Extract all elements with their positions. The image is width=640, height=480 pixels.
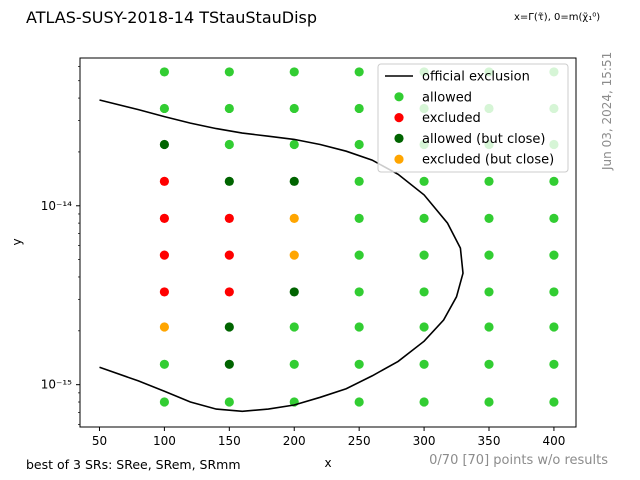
- point-allowed: [289, 322, 299, 332]
- x-tick-label: 400: [542, 434, 565, 448]
- point-allowed-close: [159, 139, 169, 150]
- point-allowed-close: [289, 287, 299, 297]
- legend-box: [377, 63, 569, 173]
- point-allowed: [289, 67, 299, 77]
- legend-label: allowed: [422, 90, 472, 105]
- point-excluded: [224, 250, 234, 260]
- point-excluded: [159, 176, 169, 186]
- point-allowed: [354, 139, 364, 150]
- point-allowed-close: [224, 176, 234, 186]
- point-allowed: [224, 103, 234, 114]
- legend-label: excluded (but close): [422, 153, 554, 168]
- point-allowed: [224, 139, 234, 150]
- point-allowed: [289, 139, 299, 150]
- point-allowed: [549, 250, 559, 260]
- chart-subtitle: x=Γ(τ̃), 0=m(χ̃₁⁰): [514, 12, 601, 23]
- point-allowed: [549, 322, 559, 332]
- point-allowed: [354, 250, 364, 260]
- x-tick-label: 200: [283, 434, 306, 448]
- point-allowed: [549, 397, 559, 407]
- point-allowed: [549, 213, 559, 224]
- point-allowed: [354, 67, 364, 77]
- legend-dot-marker: [394, 113, 404, 123]
- point-allowed: [354, 103, 364, 114]
- point-allowed-close: [224, 322, 234, 332]
- legend-dot-marker: [394, 133, 404, 143]
- point-allowed: [289, 359, 299, 369]
- point-allowed-close: [289, 176, 299, 186]
- point-allowed: [549, 176, 559, 186]
- point-allowed: [289, 103, 299, 114]
- point-allowed: [159, 67, 169, 77]
- point-allowed: [354, 213, 364, 224]
- point-excluded: [224, 213, 234, 224]
- point-allowed: [419, 359, 429, 369]
- point-allowed: [549, 359, 559, 369]
- y-axis-label: y: [10, 238, 24, 245]
- y-tick-label: 10⁻¹⁴: [41, 199, 72, 213]
- legend-label: excluded: [422, 111, 481, 126]
- legend-dot-marker: [394, 92, 404, 102]
- x-axis-label: x: [324, 456, 331, 470]
- legend-label: allowed (but close): [422, 132, 546, 147]
- point-allowed: [159, 103, 169, 114]
- point-excluded: [224, 287, 234, 297]
- point-allowed: [159, 397, 169, 407]
- legend: official exclusion allowed excluded allowed…: [377, 63, 569, 173]
- legend-dot-marker: [394, 154, 404, 164]
- y-axis: 10⁻¹⁵ 10⁻¹⁴: [41, 66, 80, 425]
- plot-area: [79, 57, 577, 428]
- y-tick-label: 10⁻¹⁵: [41, 378, 72, 392]
- point-allowed: [354, 359, 364, 369]
- point-allowed: [484, 322, 494, 332]
- point-allowed: [419, 213, 429, 224]
- x-tick-label: 250: [348, 434, 371, 448]
- point-allowed: [224, 67, 234, 77]
- point-allowed: [484, 176, 494, 186]
- point-allowed: [224, 397, 234, 407]
- chart-title: ATLAS-SUSY-2018-14 TStauStauDisp: [26, 8, 318, 27]
- point-allowed: [484, 397, 494, 407]
- official-exclusion-line: [99, 99, 464, 413]
- point-allowed-close: [224, 359, 234, 369]
- x-tick-label: 350: [478, 434, 501, 448]
- point-allowed: [419, 397, 429, 407]
- point-allowed: [354, 176, 364, 186]
- point-allowed: [419, 250, 429, 260]
- point-allowed: [484, 287, 494, 297]
- x-axis: 50 100 150 200 250 300 350 400: [92, 427, 565, 448]
- point-allowed: [354, 397, 364, 407]
- point-allowed: [159, 359, 169, 369]
- point-allowed: [549, 287, 559, 297]
- point-allowed: [419, 322, 429, 332]
- signal-regions-note: best of 3 SRs: SRee, SRem, SRmm: [26, 457, 241, 472]
- point-allowed: [419, 176, 429, 186]
- x-tick-label: 300: [413, 434, 436, 448]
- point-excluded-close: [289, 213, 299, 224]
- point-allowed: [354, 322, 364, 332]
- point-excluded-close: [289, 250, 299, 260]
- x-tick-label: 150: [218, 434, 241, 448]
- point-excluded: [159, 250, 169, 260]
- x-tick-label: 50: [92, 434, 107, 448]
- legend-label: official exclusion: [422, 70, 530, 85]
- point-allowed: [484, 250, 494, 260]
- point-allowed: [419, 287, 429, 297]
- x-tick-label: 100: [153, 434, 176, 448]
- point-excluded-close: [159, 322, 169, 332]
- point-excluded: [159, 287, 169, 297]
- point-excluded: [159, 213, 169, 224]
- point-allowed: [484, 213, 494, 224]
- point-allowed: [484, 359, 494, 369]
- points-without-results-note: 0/70 [70] points w/o results: [429, 453, 608, 468]
- point-allowed: [354, 287, 364, 297]
